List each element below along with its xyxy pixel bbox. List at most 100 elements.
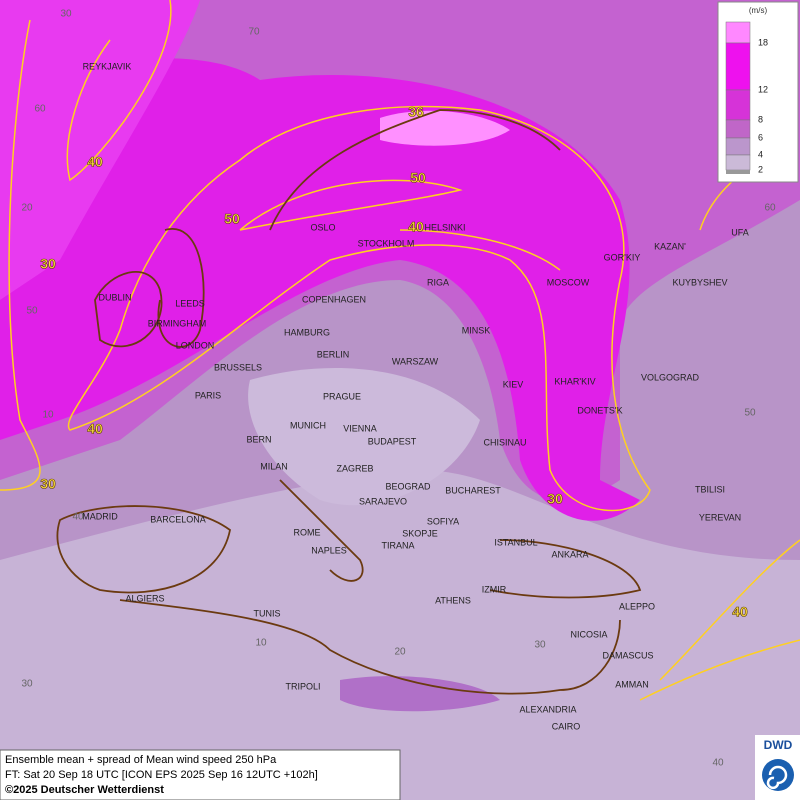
city-label: BERN	[246, 434, 271, 444]
city-label: DAMASCUS	[602, 650, 653, 660]
contour-label: 40	[87, 154, 103, 170]
grid-label: 40	[72, 512, 84, 523]
contour-label: 36	[408, 104, 424, 120]
city-label: CAIRO	[552, 721, 581, 731]
contour-label: 30	[40, 476, 56, 492]
city-label: PARIS	[195, 390, 221, 400]
legend-swatch	[725, 42, 751, 91]
city-label: MINSK	[462, 325, 491, 335]
city-label: TIRANA	[381, 540, 414, 550]
coastlines	[56, 109, 642, 695]
city-label: BEOGRAD	[385, 481, 431, 491]
jet-region	[0, 58, 640, 521]
contour-label: 30	[40, 256, 56, 272]
city-label: ROME	[294, 527, 321, 537]
grid-label: 60	[764, 203, 776, 214]
city-label: PRAGUE	[323, 391, 361, 401]
contour-label: 40	[408, 219, 424, 235]
city-label: TBILISI	[695, 484, 725, 494]
legend-swatch-low	[726, 170, 750, 174]
city-label: KAZAN'	[654, 241, 686, 251]
city-label: BERLIN	[317, 349, 350, 359]
city-label: TUNIS	[254, 608, 281, 618]
grid-label: 40	[712, 758, 724, 769]
city-label: ALEPPO	[619, 601, 655, 611]
contour-label: 50	[410, 170, 426, 186]
legend-swatch	[725, 21, 751, 44]
footer-copyright: ©2025 Deutscher Wetterdienst	[5, 784, 164, 796]
contour-label: 40	[732, 604, 748, 620]
city-label: MILAN	[260, 461, 288, 471]
logo-icon	[762, 759, 794, 791]
city-label: KIEV	[503, 379, 524, 389]
city-label: SARAJEVO	[359, 496, 407, 506]
footer-title: Ensemble mean + spread of Mean wind spee…	[5, 754, 277, 766]
legend-unit: (m/s)	[749, 6, 768, 15]
city-label: LEEDS	[175, 298, 205, 308]
city-label: NAPLES	[311, 545, 347, 555]
city-label: DONETS'K	[577, 405, 622, 415]
legend-label: 4	[758, 149, 763, 159]
city-label: ATHENS	[435, 595, 471, 605]
city-label: DUBLIN	[98, 292, 131, 302]
city-label: AMMAN	[615, 679, 649, 689]
city-label: HELSINKI	[424, 222, 465, 232]
city-label: YEREVAN	[699, 512, 741, 522]
city-label: LONDON	[176, 340, 215, 350]
city-label: SOFIYA	[427, 516, 459, 526]
city-label: TRIPOLI	[285, 681, 320, 691]
legend-swatch	[725, 89, 751, 121]
grid-label: 30	[60, 9, 72, 20]
city-label: KHAR'KIV	[554, 376, 595, 386]
city-label: BRUSSELS	[214, 362, 262, 372]
city-label: MOSCOW	[547, 277, 590, 287]
city-label: OSLO	[310, 222, 335, 232]
city-label: UFA	[731, 227, 749, 237]
grid-label: 70	[248, 27, 260, 38]
legend-swatch	[725, 119, 751, 139]
city-label: REYKJAVIK	[83, 61, 132, 71]
city-label: BARCELONA	[150, 514, 206, 524]
contour-label: 50	[224, 211, 240, 227]
city-label: ZAGREB	[336, 463, 373, 473]
grid-label: 50	[26, 306, 38, 317]
logo-swirl	[766, 765, 788, 790]
city-label: KUYBYSHEV	[672, 277, 727, 287]
legend-label: 6	[758, 132, 763, 142]
contour-label: 30	[547, 491, 563, 507]
city-label: IZMIR	[482, 584, 507, 594]
city-label: ISTANBUL	[494, 537, 537, 547]
grid-label: 30	[21, 679, 33, 690]
legend-swatch	[725, 154, 751, 171]
city-label: MUNICH	[290, 420, 326, 430]
city-label: ALGIERS	[125, 593, 164, 603]
legend-swatch	[725, 137, 751, 156]
city-label: CHISINAU	[483, 437, 526, 447]
city-label: MADRID	[82, 511, 118, 521]
city-label: WARSZAW	[392, 356, 439, 366]
city-label: RIGA	[427, 277, 449, 287]
legend-label: 18	[758, 37, 768, 47]
logo-text: DWD	[764, 738, 793, 752]
city-label: NICOSIA	[570, 629, 607, 639]
grid-label: 30	[534, 640, 546, 651]
wind-region	[340, 676, 500, 712]
light-region	[248, 368, 480, 506]
city-label: BIRMINGHAM	[148, 318, 207, 328]
jet-region	[0, 0, 200, 300]
city-label: GOR'KIY	[604, 252, 641, 262]
city-label: VIENNA	[343, 423, 377, 433]
grid-label: 20	[394, 647, 406, 658]
light-region	[0, 470, 800, 800]
legend-label: 12	[758, 84, 768, 94]
city-label: BUDAPEST	[368, 436, 417, 446]
grid-label: 60	[34, 104, 46, 115]
contour-label: 40	[87, 421, 103, 437]
city-label: BUCHAREST	[445, 485, 501, 495]
city-label: COPENHAGEN	[302, 294, 366, 304]
city-label: VOLGOGRAD	[641, 372, 700, 382]
city-label: SKOPJE	[402, 528, 438, 538]
city-label: ALEXANDRIA	[519, 704, 576, 714]
legend-label: 8	[758, 114, 763, 124]
